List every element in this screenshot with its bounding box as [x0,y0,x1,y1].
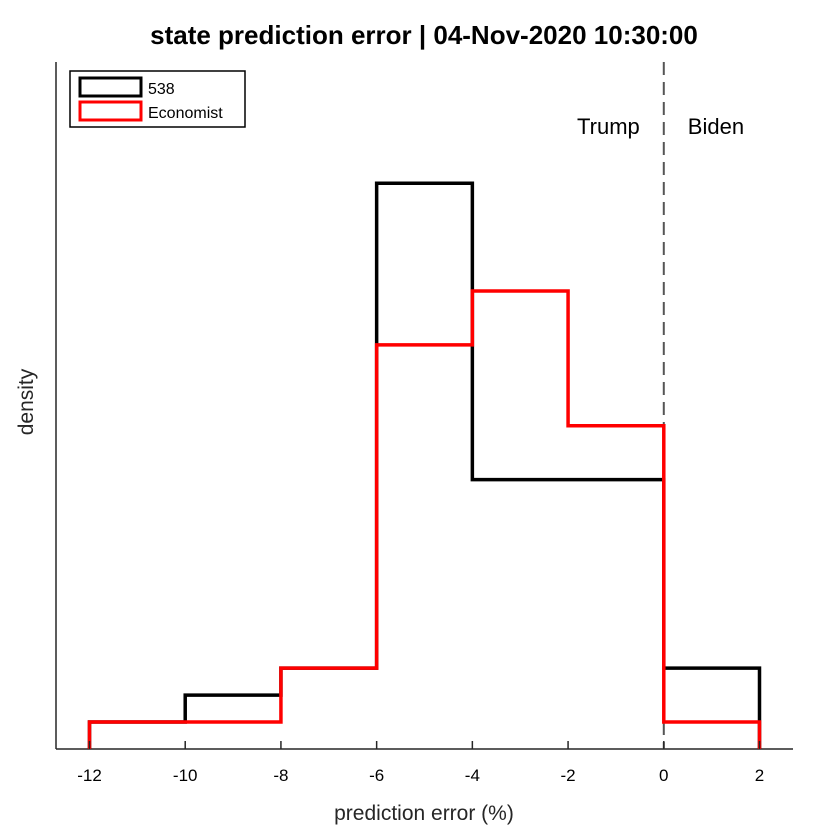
bar-economist-bin-1 [185,722,281,749]
x-tick-label: 2 [755,766,764,785]
legend-box [69,70,246,128]
x-axis-label: prediction error (%) [334,802,514,825]
series-outline-economist [87,289,762,749]
series-economist [87,289,762,749]
annotation-trump: Trump [577,114,640,139]
x-tick-label: -8 [273,766,288,785]
legend-swatch-538 [78,76,143,98]
bar-economist-bin-2 [281,668,377,749]
legend-label-538: 538 [148,81,175,98]
x-tick-label: -2 [561,766,576,785]
bar-economist-bin-0 [90,722,186,749]
chart-title: state prediction error | 04-Nov-2020 10:… [150,20,698,50]
x-tick-label: -12 [77,766,102,785]
x-tick-label: -4 [465,766,480,785]
axes [55,62,793,750]
bar-economist-bin-3 [377,345,473,749]
legend: 538 Economist [69,70,246,128]
bar-economist-bin-6 [664,722,760,749]
legend-label-economist: Economist [148,105,223,122]
legend-swatch-economist [78,100,143,122]
x-ticks: -12 -10 -8 -6 -4 -2 0 2 [77,741,764,785]
bar-economist-bin-5 [568,426,664,749]
annotation-biden: Biden [688,114,744,139]
y-axis-label: density [15,368,38,435]
series-layer [87,181,762,749]
x-tick-label: -6 [369,766,384,785]
x-tick-label: 0 [659,766,668,785]
x-tick-label: -10 [173,766,198,785]
bar-economist-bin-4 [472,291,568,749]
